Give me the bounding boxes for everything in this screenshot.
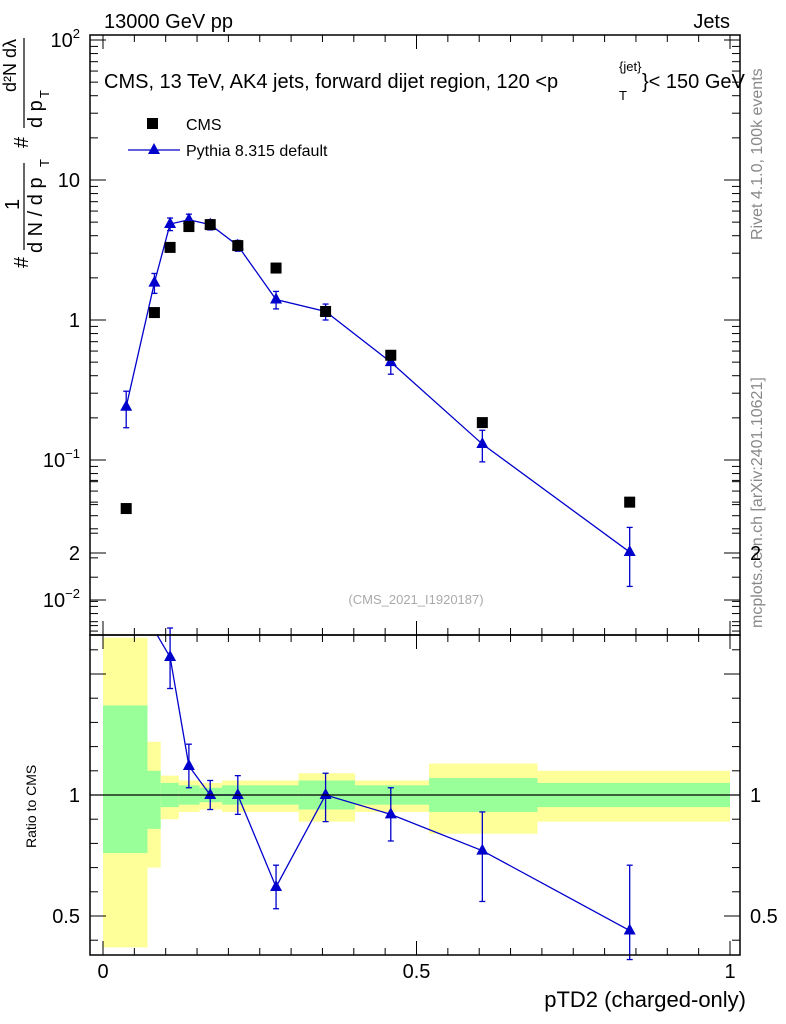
- x-tick-label-0: 0: [97, 961, 108, 983]
- y-tick-label-ratio-right-1: 1: [750, 785, 761, 807]
- legend-cms-label: CMS: [186, 117, 222, 134]
- pythia-point-1: [148, 275, 161, 287]
- header-left: 13000 GeV pp: [104, 11, 233, 33]
- ratio-point-2: [164, 650, 177, 662]
- ylabel-denom-sub: T: [37, 159, 52, 167]
- pythia-point-2: [164, 216, 177, 228]
- cms-point-4: [204, 219, 216, 231]
- analysis-tag: (CMS_2021_I1920187): [348, 592, 483, 607]
- ylabel-one: 1: [2, 199, 24, 210]
- title-main-text: CMS, 13 TeV, AK4 jets, forward dijet reg…: [104, 71, 558, 93]
- y-tick-label-ratio-left-0: 0.5: [52, 906, 80, 928]
- header-right: Jets: [693, 11, 730, 33]
- pythia-line: [125, 219, 631, 553]
- y-tick-label-top-0: 10−2: [43, 586, 80, 612]
- ratio-band-inner-1: [147, 770, 161, 829]
- pythia-point-10: [623, 545, 636, 557]
- ylabel-hash2: #: [11, 136, 33, 148]
- rivet-label: Rivet 4.1.0, 100k events: [749, 68, 766, 240]
- cms-point-3: [183, 221, 195, 233]
- y-tick-label-top-1: 10−1: [43, 446, 80, 472]
- ratio-panel-marks: [156, 627, 636, 961]
- cms-point-5: [232, 240, 244, 252]
- legend-pythia-marker: [148, 143, 160, 154]
- y-tick-label-base: 10: [43, 450, 65, 472]
- y-tick-label-base: 10: [43, 590, 65, 612]
- title-sup: {jet}: [619, 59, 642, 74]
- ylabel-hash1: #: [11, 256, 33, 268]
- top-panel-marks: [120, 212, 636, 588]
- pythia-point-0: [120, 399, 133, 411]
- legend-cms-marker: [147, 118, 158, 129]
- x-tick-label-1: 0.5: [403, 961, 431, 983]
- ylabel-den2-sub: T: [37, 90, 52, 98]
- y-tick-label-ratio-left-1: 1: [69, 785, 80, 807]
- ratio-band-inner-0: [103, 705, 148, 854]
- y-axis-label-top: # 1 d N / d p T # d²N dλ d p T: [0, 38, 52, 268]
- cms-point-0: [120, 503, 132, 515]
- y-tick-label-top-3: 10: [58, 170, 80, 192]
- title-tail: }< 150 GeV: [642, 71, 746, 93]
- ratio-point-7: [319, 788, 332, 799]
- cms-point-7: [320, 306, 332, 318]
- y-tick-label-base: 1: [69, 310, 80, 332]
- cms-point-10: [624, 496, 636, 508]
- ylabel-dlambda: dλ: [0, 39, 20, 58]
- ratio-point-4: [204, 788, 217, 799]
- ratio-point-3: [182, 758, 195, 770]
- legend: CMS Pythia 8.315 default: [128, 117, 328, 160]
- y-tick-label-ratio-right-0: 0.5: [750, 906, 778, 928]
- ylabel-num2: d²N: [0, 63, 20, 92]
- y-tick-label-base: 10: [51, 30, 73, 52]
- ylabel-denom: d N / d p: [25, 177, 47, 253]
- title-sub: T: [619, 88, 627, 103]
- mcplots-label: mcplots.cern.ch [arXiv:2401.10621]: [749, 377, 766, 628]
- y-tick-label-ratio-left-2: 2: [69, 543, 80, 565]
- x-tick-label-2: 1: [724, 961, 735, 983]
- y-tick-label-ratio-right-2: 2: [750, 543, 761, 565]
- chart-title: CMS, 13 TeV, AK4 jets, forward dijet reg…: [104, 59, 746, 103]
- ratio-point-9: [476, 843, 489, 855]
- ylabel-den2: d p: [25, 100, 47, 128]
- pythia-point-6: [270, 292, 283, 304]
- y-tick-label-exp: 2: [73, 26, 80, 41]
- y-tick-label-exp: −1: [65, 446, 80, 461]
- ratio-point-10: [623, 923, 636, 935]
- pythia-point-9: [476, 437, 489, 449]
- y-axis-label-ratio: Ratio to CMS: [23, 765, 39, 848]
- ylabel-denom-text: d N / d p: [25, 177, 47, 253]
- cms-point-8: [385, 349, 397, 361]
- pythia-point-3: [182, 212, 195, 224]
- cms-point-1: [148, 307, 160, 319]
- x-axis-label: pTD2 (charged-only): [544, 987, 746, 1012]
- cms-point-9: [476, 417, 488, 429]
- y-tick-label-exp: −2: [65, 586, 80, 601]
- y-tick-label-top-2: 1: [69, 310, 80, 332]
- ratio-point-5: [231, 788, 244, 799]
- cms-point-2: [164, 241, 176, 253]
- cms-point-6: [270, 262, 282, 274]
- ratio-bands: [103, 637, 730, 948]
- ratio-point-8: [384, 807, 397, 819]
- legend-pythia-label: Pythia 8.315 default: [186, 143, 328, 160]
- ratio-point-6: [270, 879, 283, 891]
- y-tick-label-top-4: 102: [51, 26, 80, 52]
- title-main: CMS, 13 TeV, AK4 jets, forward dijet reg…: [104, 71, 558, 93]
- y-tick-label-base: 10: [58, 170, 80, 192]
